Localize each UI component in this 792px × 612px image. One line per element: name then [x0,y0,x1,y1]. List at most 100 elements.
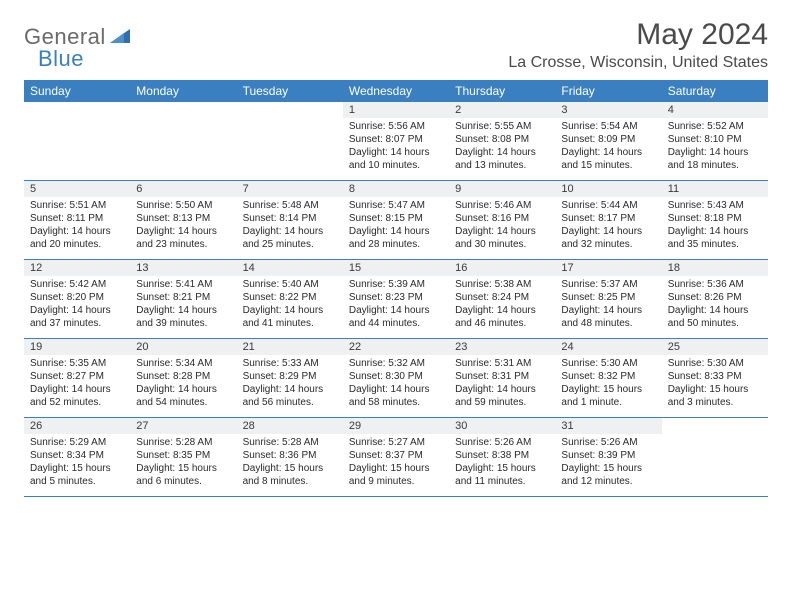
day-info-line: and 15 minutes. [561,159,655,172]
day-info-line: Sunset: 8:15 PM [349,212,443,225]
day-number [24,102,130,118]
day-info-line: and 3 minutes. [668,396,762,409]
day-info-line: and 58 minutes. [349,396,443,409]
day-body: Sunrise: 5:33 AMSunset: 8:29 PMDaylight:… [237,355,343,413]
day-cell: 10Sunrise: 5:44 AMSunset: 8:17 PMDayligh… [555,181,661,259]
day-info-line: Daylight: 14 hours [455,383,549,396]
day-info-line: Sunrise: 5:55 AM [455,120,549,133]
day-info-line: Daylight: 14 hours [455,146,549,159]
day-info-line: Sunrise: 5:42 AM [30,278,124,291]
day-cell [130,102,236,180]
day-cell: 23Sunrise: 5:31 AMSunset: 8:31 PMDayligh… [449,339,555,417]
day-number: 19 [24,339,130,355]
day-info-line: Daylight: 14 hours [30,383,124,396]
day-info-line: Sunset: 8:31 PM [455,370,549,383]
title-block: May 2024 La Crosse, Wisconsin, United St… [508,18,768,72]
day-number: 10 [555,181,661,197]
day-cell: 17Sunrise: 5:37 AMSunset: 8:25 PMDayligh… [555,260,661,338]
day-cell [24,102,130,180]
day-info-line: Sunrise: 5:35 AM [30,357,124,370]
weekday-header: Saturday [662,80,768,102]
day-info-line: Sunrise: 5:28 AM [243,436,337,449]
day-info-line: Daylight: 15 hours [668,383,762,396]
day-cell: 16Sunrise: 5:38 AMSunset: 8:24 PMDayligh… [449,260,555,338]
day-info-line: and 56 minutes. [243,396,337,409]
day-cell: 20Sunrise: 5:34 AMSunset: 8:28 PMDayligh… [130,339,236,417]
day-cell: 7Sunrise: 5:48 AMSunset: 8:14 PMDaylight… [237,181,343,259]
day-info-line: Sunset: 8:35 PM [136,449,230,462]
day-info-line: and 20 minutes. [30,238,124,251]
day-body: Sunrise: 5:29 AMSunset: 8:34 PMDaylight:… [24,434,130,492]
day-info-line: Sunrise: 5:50 AM [136,199,230,212]
day-cell: 29Sunrise: 5:27 AMSunset: 8:37 PMDayligh… [343,418,449,496]
day-info-line: Sunset: 8:39 PM [561,449,655,462]
day-body: Sunrise: 5:47 AMSunset: 8:15 PMDaylight:… [343,197,449,255]
day-info-line: and 39 minutes. [136,317,230,330]
day-info-line: Daylight: 15 hours [455,462,549,475]
day-number: 15 [343,260,449,276]
day-cell: 26Sunrise: 5:29 AMSunset: 8:34 PMDayligh… [24,418,130,496]
day-body: Sunrise: 5:56 AMSunset: 8:07 PMDaylight:… [343,118,449,176]
day-cell: 8Sunrise: 5:47 AMSunset: 8:15 PMDaylight… [343,181,449,259]
brand-part2-wrap: Blue [38,46,84,72]
weekday-header: Wednesday [343,80,449,102]
week-row: 26Sunrise: 5:29 AMSunset: 8:34 PMDayligh… [24,418,768,497]
day-cell: 4Sunrise: 5:52 AMSunset: 8:10 PMDaylight… [662,102,768,180]
day-body: Sunrise: 5:52 AMSunset: 8:10 PMDaylight:… [662,118,768,176]
day-number: 5 [24,181,130,197]
day-info-line: and 6 minutes. [136,475,230,488]
day-info-line: Sunrise: 5:44 AM [561,199,655,212]
weekday-header: Thursday [449,80,555,102]
day-body: Sunrise: 5:41 AMSunset: 8:21 PMDaylight:… [130,276,236,334]
day-info-line: and 23 minutes. [136,238,230,251]
day-info-line: Sunset: 8:10 PM [668,133,762,146]
day-info-line: Sunrise: 5:51 AM [30,199,124,212]
day-number: 29 [343,418,449,434]
day-cell: 27Sunrise: 5:28 AMSunset: 8:35 PMDayligh… [130,418,236,496]
day-body: Sunrise: 5:26 AMSunset: 8:39 PMDaylight:… [555,434,661,492]
day-info-line: Sunset: 8:26 PM [668,291,762,304]
day-info-line: and 44 minutes. [349,317,443,330]
day-info-line: and 37 minutes. [30,317,124,330]
day-info-line: Sunset: 8:18 PM [668,212,762,225]
day-info-line: Sunset: 8:25 PM [561,291,655,304]
calendar-grid: Sunday Monday Tuesday Wednesday Thursday… [24,80,768,497]
day-info-line: Sunrise: 5:46 AM [455,199,549,212]
day-body: Sunrise: 5:44 AMSunset: 8:17 PMDaylight:… [555,197,661,255]
day-number: 20 [130,339,236,355]
day-info-line: and 41 minutes. [243,317,337,330]
day-info-line: Daylight: 15 hours [30,462,124,475]
day-cell: 25Sunrise: 5:30 AMSunset: 8:33 PMDayligh… [662,339,768,417]
day-cell: 13Sunrise: 5:41 AMSunset: 8:21 PMDayligh… [130,260,236,338]
week-row: 1Sunrise: 5:56 AMSunset: 8:07 PMDaylight… [24,102,768,181]
day-body: Sunrise: 5:40 AMSunset: 8:22 PMDaylight:… [237,276,343,334]
day-body: Sunrise: 5:28 AMSunset: 8:35 PMDaylight:… [130,434,236,492]
day-info-line: and 48 minutes. [561,317,655,330]
day-info-line: Daylight: 14 hours [668,304,762,317]
day-info-line: and 13 minutes. [455,159,549,172]
day-info-line: Sunrise: 5:52 AM [668,120,762,133]
day-info-line: Daylight: 14 hours [136,383,230,396]
day-number: 8 [343,181,449,197]
day-info-line: Daylight: 14 hours [455,225,549,238]
day-info-line: Sunrise: 5:43 AM [668,199,762,212]
day-info-line: and 50 minutes. [668,317,762,330]
day-info-line: Daylight: 14 hours [30,225,124,238]
day-info-line: and 1 minute. [561,396,655,409]
day-info-line: Daylight: 14 hours [30,304,124,317]
day-info-line: Daylight: 15 hours [349,462,443,475]
day-body: Sunrise: 5:37 AMSunset: 8:25 PMDaylight:… [555,276,661,334]
day-number: 11 [662,181,768,197]
day-info-line: Daylight: 15 hours [561,462,655,475]
day-info-line: Daylight: 15 hours [561,383,655,396]
day-info-line: Sunrise: 5:47 AM [349,199,443,212]
day-info-line: Daylight: 15 hours [243,462,337,475]
day-info-line: Sunset: 8:32 PM [561,370,655,383]
day-cell: 12Sunrise: 5:42 AMSunset: 8:20 PMDayligh… [24,260,130,338]
day-number: 12 [24,260,130,276]
day-number: 7 [237,181,343,197]
brand-triangle-icon [110,27,130,48]
brand-part2: Blue [38,46,84,72]
day-info-line: Sunrise: 5:31 AM [455,357,549,370]
day-body: Sunrise: 5:38 AMSunset: 8:24 PMDaylight:… [449,276,555,334]
